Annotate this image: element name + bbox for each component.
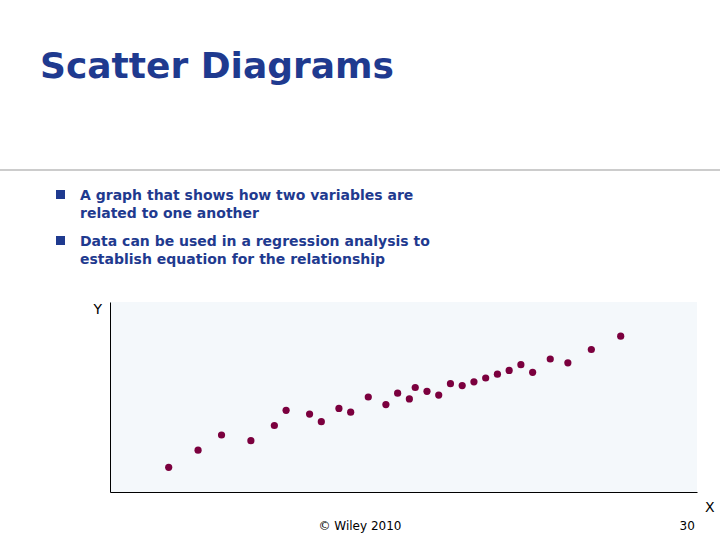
point [529,369,536,376]
point [435,392,442,399]
y-axis-label: Y [92,301,102,317]
point [482,374,489,381]
divider [0,170,720,171]
point [394,390,401,397]
points [165,333,624,471]
bullet-marker [56,236,65,245]
point [506,367,513,374]
plot: YX [92,301,715,515]
title: Scatter Diagrams [40,45,394,86]
x-axis [111,492,698,493]
point [470,378,477,385]
point [271,422,278,429]
point [547,355,554,362]
point [382,401,389,408]
footer-left: © Wiley 2010 [319,519,402,533]
point [194,447,201,454]
bullet-marker [56,190,65,199]
point [406,395,413,402]
chart: Scatter Diagrams A graph that shows how t… [0,0,720,540]
point [247,437,254,444]
point [517,361,524,368]
point [423,388,430,395]
point [283,407,290,414]
point [588,346,595,353]
point [318,418,325,425]
y-axis [110,303,111,493]
point [335,405,342,412]
axis-line [111,492,698,493]
bullet-text: Data can be used in a regression analysi… [80,233,430,267]
axis-line [110,303,111,493]
point [412,384,419,391]
point [347,409,354,416]
bullet-text: A graph that shows how two variables are… [80,187,413,221]
plot-background [110,302,697,492]
point [459,382,466,389]
point [494,371,501,378]
point [617,333,624,340]
point [447,380,454,387]
point [306,411,313,418]
footer-right: 30 [680,519,695,533]
point [165,464,172,471]
x-axis-label: X [705,499,715,515]
point [218,431,225,438]
point [365,393,372,400]
point [564,359,571,366]
